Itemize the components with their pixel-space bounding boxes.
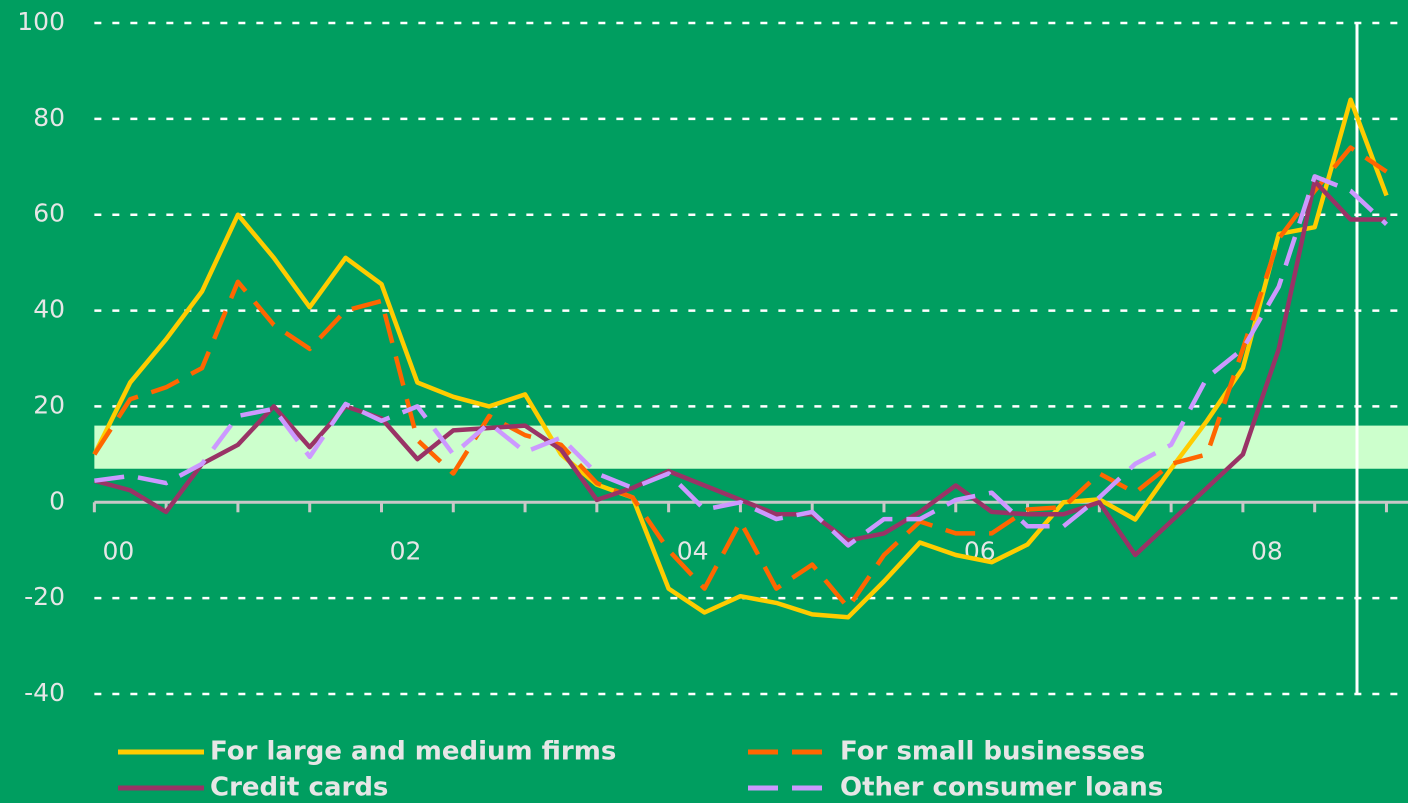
y-tick-label: -20 xyxy=(24,582,65,611)
y-tick-label: 100 xyxy=(17,7,65,36)
series-line xyxy=(94,174,1389,548)
y-tick-label: -40 xyxy=(24,678,65,707)
y-tick-label: 80 xyxy=(33,103,65,132)
y-tick-label: 60 xyxy=(33,199,65,228)
legend-label: For small businesses xyxy=(840,737,1145,767)
x-tick-label: 00 xyxy=(102,536,134,565)
series-line xyxy=(92,97,1389,620)
y-tick-label: 40 xyxy=(33,295,65,324)
x-tick-label: 08 xyxy=(1251,536,1283,565)
x-tick-label: 02 xyxy=(390,536,422,565)
y-tick-label: 0 xyxy=(49,486,65,515)
series-line xyxy=(93,178,1387,558)
legend-label: For large and medium firms xyxy=(210,737,616,767)
x-tick-label: 04 xyxy=(677,536,709,565)
series-line xyxy=(92,145,1388,610)
y-tick-label: 20 xyxy=(33,390,65,419)
legend-label: Credit cards xyxy=(210,773,388,803)
legend-label: Other consumer loans xyxy=(840,773,1163,803)
